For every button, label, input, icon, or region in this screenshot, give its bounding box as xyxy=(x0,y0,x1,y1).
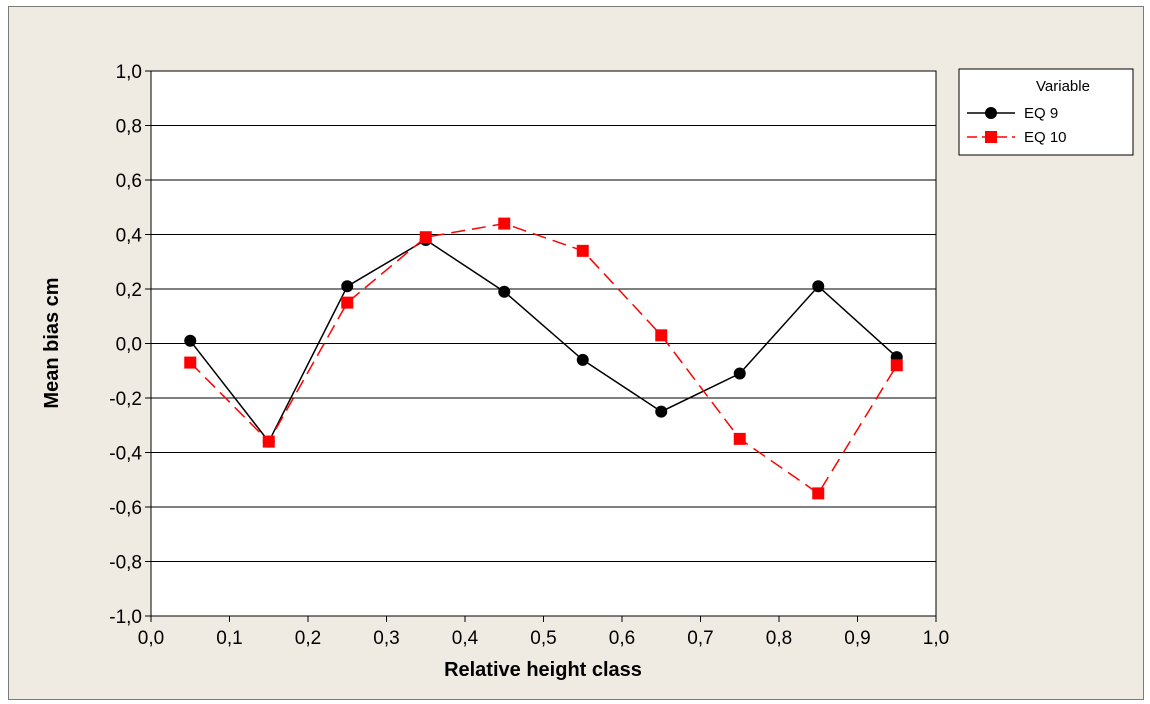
data-point-eq-9 xyxy=(655,405,668,418)
series-line-eq-10 xyxy=(189,222,898,495)
x-axis: 0,0 0,1 0,2 0,3 0,4 0,5 0,6 0,7 0,8 0,9 1,0 xyxy=(138,616,949,649)
y-tick-label: -0,4 xyxy=(109,444,142,465)
data-point-eq-10 xyxy=(341,296,354,309)
x-tick-label: 0,0 xyxy=(138,628,164,649)
legend-label: EQ 9 xyxy=(1024,105,1058,122)
x-tick-label: 0,5 xyxy=(530,628,556,649)
legend-title: Variable xyxy=(1036,78,1090,95)
legend-marker xyxy=(985,131,997,143)
y-tick-label: 0,4 xyxy=(116,226,143,247)
y-tick-label: -1,0 xyxy=(109,607,142,628)
series-eq-10 xyxy=(184,217,903,500)
y-axis-title: Mean bias cm xyxy=(41,277,63,408)
data-point-eq-10 xyxy=(498,217,511,230)
legend-items: EQ 9 EQ 10 xyxy=(967,105,1067,146)
data-point-eq-10 xyxy=(655,329,668,342)
data-point-eq-10 xyxy=(733,432,746,445)
y-tick-label: 0,2 xyxy=(116,280,142,301)
y-tick-label: -0,8 xyxy=(109,553,142,574)
y-tick-label: -0,2 xyxy=(109,389,142,410)
x-tick-label: 0,8 xyxy=(766,628,792,649)
x-tick-label: 0,2 xyxy=(295,628,321,649)
chart-figure: 1,0 0,8 0,6 0,4 0,2 0,0 -0,2 -0,4 -0,6 -0,8 -1,0 0… xyxy=(8,6,1144,700)
data-point-eq-9 xyxy=(812,280,825,293)
data-point-eq-10 xyxy=(890,359,903,372)
data-point-eq-9 xyxy=(733,367,746,380)
x-tick-label: 0,1 xyxy=(216,628,242,649)
data-point-eq-10 xyxy=(262,435,275,448)
legend-item-eq-10: EQ 10 xyxy=(967,129,1067,146)
data-point-eq-10 xyxy=(812,487,825,500)
series-line-eq-9 xyxy=(189,239,898,443)
data-point-eq-9 xyxy=(341,280,354,293)
x-tick-label: 0,3 xyxy=(373,628,399,649)
data-point-eq-10 xyxy=(419,231,432,244)
y-tick-label: 0,0 xyxy=(116,335,142,356)
x-axis-title: Relative height class xyxy=(444,659,642,681)
x-tick-label: 1,0 xyxy=(923,628,949,649)
data-point-eq-10 xyxy=(184,356,197,369)
x-tick-label: 0,4 xyxy=(452,628,479,649)
chart-svg: 1,0 0,8 0,6 0,4 0,2 0,0 -0,2 -0,4 -0,6 -0,8 -1,0 0… xyxy=(41,62,1134,681)
x-tick-label: 0,7 xyxy=(687,628,713,649)
x-tick-label: 0,9 xyxy=(844,628,870,649)
legend-marker xyxy=(985,107,997,119)
legend-label: EQ 10 xyxy=(1024,129,1067,146)
y-tick-label: 1,0 xyxy=(116,62,142,83)
data-point-eq-9 xyxy=(184,334,197,347)
legend-item-eq-9: EQ 9 xyxy=(967,105,1058,122)
x-tick-label: 0,6 xyxy=(609,628,635,649)
y-tick-label: 0,6 xyxy=(116,171,142,192)
legend: Variable EQ 9 EQ 10 xyxy=(958,68,1134,156)
series-layer xyxy=(184,217,903,500)
y-tick-label: 0,8 xyxy=(116,117,142,138)
data-point-eq-9 xyxy=(498,285,511,298)
y-tick-label: -0,6 xyxy=(109,498,142,519)
grid-lines xyxy=(151,125,936,562)
y-axis: 1,0 0,8 0,6 0,4 0,2 0,0 -0,2 -0,4 -0,6 -0,8 -1,0 xyxy=(109,62,151,628)
data-point-eq-10 xyxy=(576,244,589,257)
data-point-eq-9 xyxy=(576,353,589,366)
